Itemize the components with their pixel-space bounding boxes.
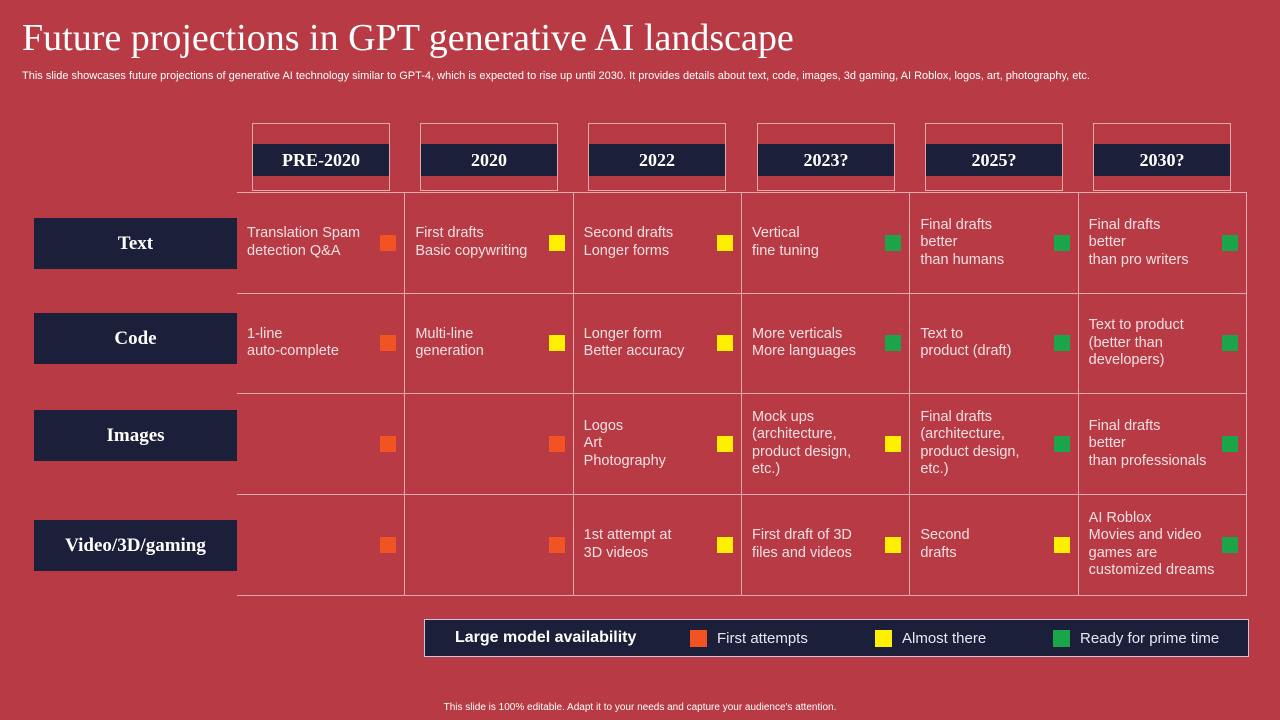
status-square bbox=[885, 536, 902, 553]
status-square bbox=[548, 435, 565, 452]
status-square bbox=[1221, 335, 1238, 352]
status-square bbox=[1053, 536, 1070, 553]
status-square bbox=[716, 435, 733, 452]
year-label: 2020 bbox=[421, 144, 557, 176]
grid-cell: AI Roblox Movies and video games are cus… bbox=[1079, 494, 1247, 595]
year-header: 2022 bbox=[588, 123, 726, 191]
status-square bbox=[1053, 435, 1070, 452]
grid-cell: Final drafts better than professionals bbox=[1078, 394, 1247, 495]
status-square bbox=[380, 536, 397, 553]
cell-text: Text to product (draft) bbox=[920, 325, 1012, 360]
slide-title: Future projections in GPT generative AI … bbox=[22, 17, 794, 59]
cell-text: First drafts Basic copywriting bbox=[415, 225, 528, 259]
row-label: Images bbox=[34, 410, 237, 461]
year-label: 2023? bbox=[758, 144, 894, 176]
grid-cell: Final drafts better than pro writers bbox=[1078, 193, 1247, 294]
cell-text: Final drafts better than pro writers bbox=[1088, 216, 1189, 268]
cell-text: Text to product (better than developers) bbox=[1088, 317, 1184, 368]
cell-text: 1st attempt at 3D videos bbox=[583, 527, 672, 561]
status-square bbox=[548, 234, 565, 251]
status-square bbox=[380, 234, 397, 251]
slide-subtitle: This slide showcases future projections … bbox=[22, 70, 1090, 82]
year-label: 2022 bbox=[589, 144, 725, 176]
grid-cell: Second drafts Longer forms bbox=[573, 193, 742, 294]
grid-cell: 1st attempt at 3D videos bbox=[574, 494, 742, 595]
cell-text: 1-line auto-complete bbox=[247, 325, 339, 360]
grid-cell bbox=[237, 494, 406, 595]
row-label: Code bbox=[34, 313, 237, 364]
grid-cell: Second drafts bbox=[910, 494, 1079, 595]
status-square bbox=[716, 335, 733, 352]
legend-item-first-attempts: First attempts bbox=[690, 629, 808, 647]
year-label: PRE-2020 bbox=[253, 144, 389, 176]
year-header: 2020 bbox=[420, 123, 558, 191]
projection-grid: Translation Spam detection Q&A First draf… bbox=[237, 192, 1247, 596]
grid-cell bbox=[405, 494, 574, 595]
grid-cell: Final drafts (architecture, product desi… bbox=[910, 394, 1079, 495]
year-label: 2030? bbox=[1094, 144, 1230, 176]
status-square bbox=[380, 435, 397, 452]
grid-cell: More verticals More languages bbox=[741, 293, 911, 394]
status-square bbox=[1221, 234, 1238, 251]
cell-text: First draft of 3D files and videos bbox=[751, 527, 852, 561]
legend-label: Ready for prime time bbox=[1080, 629, 1220, 647]
status-square bbox=[885, 435, 902, 452]
grid-cell: Text to product (draft) bbox=[910, 293, 1079, 394]
legend-title: Large model availability bbox=[455, 629, 637, 646]
legend-item-almost-there: Almost there bbox=[875, 629, 987, 647]
cell-text: Second drafts Longer forms bbox=[583, 225, 674, 259]
year-header: PRE-2020 bbox=[252, 123, 390, 191]
cell-text: Logos Art Photography bbox=[583, 417, 666, 469]
cell-text: AI Roblox Movies and video games are cus… bbox=[1088, 509, 1215, 579]
grid-cell: Text to product (better than developers) bbox=[1078, 293, 1247, 394]
footer-note: This slide is 100% editable. Adapt it to… bbox=[443, 702, 837, 713]
legend-square-ready bbox=[1053, 629, 1070, 647]
status-square bbox=[380, 335, 397, 352]
grid-cell: Logos Art Photography bbox=[573, 394, 742, 495]
grid-cell: Longer form Better accuracy bbox=[573, 293, 742, 394]
grid-cell: Vertical fine tuning bbox=[741, 193, 911, 294]
cell-text: Longer form Better accuracy bbox=[583, 325, 685, 360]
status-square bbox=[548, 536, 565, 553]
legend-square-almost-there bbox=[875, 629, 892, 647]
status-square bbox=[1053, 234, 1070, 251]
cell-text: Vertical fine tuning bbox=[751, 225, 819, 259]
cell-text: Multi-line generation bbox=[415, 325, 484, 360]
cell-text: More verticals More languages bbox=[751, 325, 856, 360]
grid-cell: First draft of 3D files and videos bbox=[742, 494, 911, 595]
row-label: Text bbox=[34, 218, 237, 269]
year-header: 2030? bbox=[1093, 123, 1231, 191]
status-square bbox=[1221, 435, 1238, 452]
year-header: 2025? bbox=[925, 123, 1063, 191]
grid-cell: Multi-line generation bbox=[405, 293, 574, 394]
status-square bbox=[885, 234, 902, 251]
grid-cell: 1-line auto-complete bbox=[237, 293, 406, 394]
cell-text: Final drafts (architecture, product desi… bbox=[920, 408, 1020, 478]
cell-text: Final drafts better than humans bbox=[920, 216, 1005, 268]
legend-item-ready: Ready for prime time bbox=[1053, 629, 1220, 647]
cell-text: Mock ups (architecture, product design, … bbox=[751, 408, 852, 478]
status-square bbox=[885, 335, 902, 352]
cell-text: Final drafts better than professionals bbox=[1088, 417, 1207, 469]
status-square bbox=[1221, 536, 1238, 553]
year-label: 2025? bbox=[926, 144, 1062, 176]
legend: Large model availability First attempts … bbox=[424, 619, 1249, 657]
grid-cell bbox=[405, 394, 574, 495]
status-square bbox=[716, 536, 733, 553]
grid-cell: Final drafts better than humans bbox=[910, 193, 1079, 294]
year-header: 2023? bbox=[757, 123, 895, 191]
cell-text: Translation Spam detection Q&A bbox=[247, 225, 361, 259]
legend-label: Almost there bbox=[902, 629, 987, 647]
status-square bbox=[716, 234, 733, 251]
grid-cell: First drafts Basic copywriting bbox=[405, 193, 574, 294]
status-square bbox=[1053, 335, 1070, 352]
row-label: Video/3D/gaming bbox=[34, 520, 237, 571]
legend-square-first-attempts bbox=[690, 629, 707, 647]
grid-cell bbox=[237, 394, 406, 495]
cell-text: Second drafts bbox=[920, 527, 970, 561]
grid-cell: Mock ups (architecture, product design, … bbox=[741, 394, 911, 495]
legend-label: First attempts bbox=[717, 629, 808, 647]
grid-cell: Translation Spam detection Q&A bbox=[237, 193, 406, 294]
status-square bbox=[548, 335, 565, 352]
